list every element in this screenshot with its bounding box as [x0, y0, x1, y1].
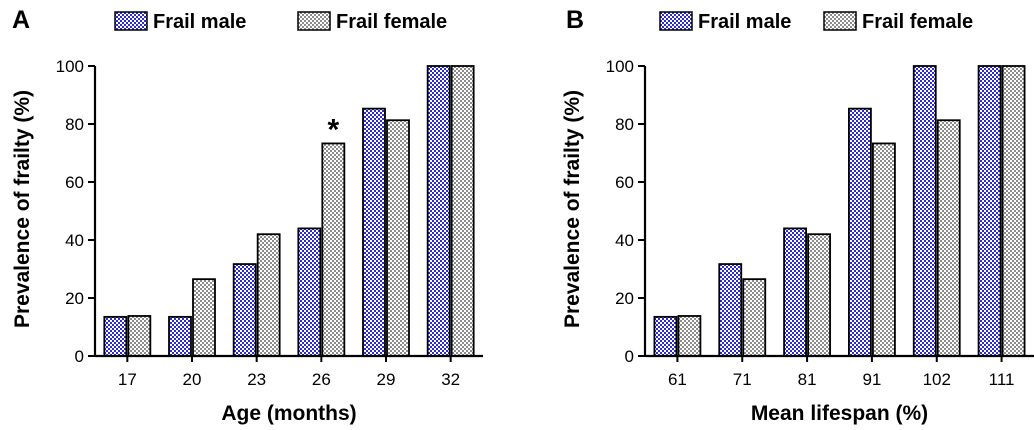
bar [807, 233, 831, 357]
y-axis-title: Prevalence of frailty (%) [11, 90, 34, 328]
bar [256, 233, 281, 357]
bar [232, 263, 257, 357]
x-tick-label: 26 [312, 370, 331, 389]
x-tick-label: 102 [923, 370, 951, 389]
x-axis-title: Mean lifespan (%) [751, 402, 928, 425]
bar [912, 65, 937, 357]
y-tick-label: 100 [606, 57, 634, 76]
bar [936, 119, 961, 357]
y-tick-label: 60 [615, 173, 634, 192]
bar [192, 278, 216, 357]
bar [872, 142, 896, 357]
panel-letter: A [12, 6, 30, 34]
bar [977, 65, 1002, 357]
bar [127, 315, 152, 357]
x-tick-label: 91 [862, 370, 881, 389]
legend-label: Frail male [698, 11, 791, 33]
x-tick-label: 71 [733, 370, 752, 389]
bar [386, 119, 410, 357]
x-tick-label: 17 [118, 370, 137, 389]
panel-a: A Frail male Frail female 17 20 23 26 29 32 * 0 20 4… [11, 6, 483, 425]
y-tick-label: 80 [615, 115, 634, 134]
bar [450, 65, 475, 357]
significance-asterisk: * [327, 113, 339, 146]
bar [1001, 65, 1026, 357]
y-tick-label: 60 [65, 173, 84, 192]
y-tick-label: 0 [625, 347, 634, 366]
x-tick-label: 81 [798, 370, 817, 389]
x-tick-label: 111 [989, 370, 1015, 389]
y-tick-label: 40 [615, 231, 634, 250]
x-tick-label: 20 [183, 370, 202, 389]
bar [168, 315, 192, 357]
y-tick-label: 100 [56, 57, 84, 76]
y-tick-label: 40 [65, 231, 84, 250]
bar [783, 227, 807, 357]
y-axis-title: Prevalence of frailty (%) [561, 90, 584, 328]
bar [103, 315, 128, 357]
y-tick-label: 0 [75, 347, 84, 366]
x-tick-label: 29 [377, 370, 396, 389]
bar [297, 227, 322, 357]
legend-label: Frail female [862, 11, 973, 33]
x-tick-label: 61 [668, 370, 687, 389]
legend-swatch [297, 11, 331, 31]
legend-swatch [823, 11, 857, 31]
legend-label: Frail female [336, 11, 447, 33]
y-tick-label: 20 [615, 289, 634, 308]
legend-swatch [659, 11, 693, 31]
bar [653, 315, 678, 357]
bar [321, 142, 346, 357]
bar [848, 107, 872, 357]
y-tick-label: 20 [65, 289, 84, 308]
bar [677, 315, 702, 357]
panel-b: B Frail male Frail female 61 71 81 91 102 111 0 20… [561, 6, 1034, 425]
y-tick-label: 80 [65, 115, 84, 134]
panel-letter: B [566, 6, 584, 34]
x-axis-title: Age (months) [221, 402, 356, 425]
bar [426, 65, 451, 357]
x-tick-label: 23 [247, 370, 266, 389]
bar [362, 107, 386, 357]
bar [742, 278, 767, 357]
x-tick-label: 32 [441, 370, 460, 389]
legend-swatch [114, 11, 148, 31]
bar [718, 263, 743, 357]
legend-label: Frail male [153, 11, 246, 33]
